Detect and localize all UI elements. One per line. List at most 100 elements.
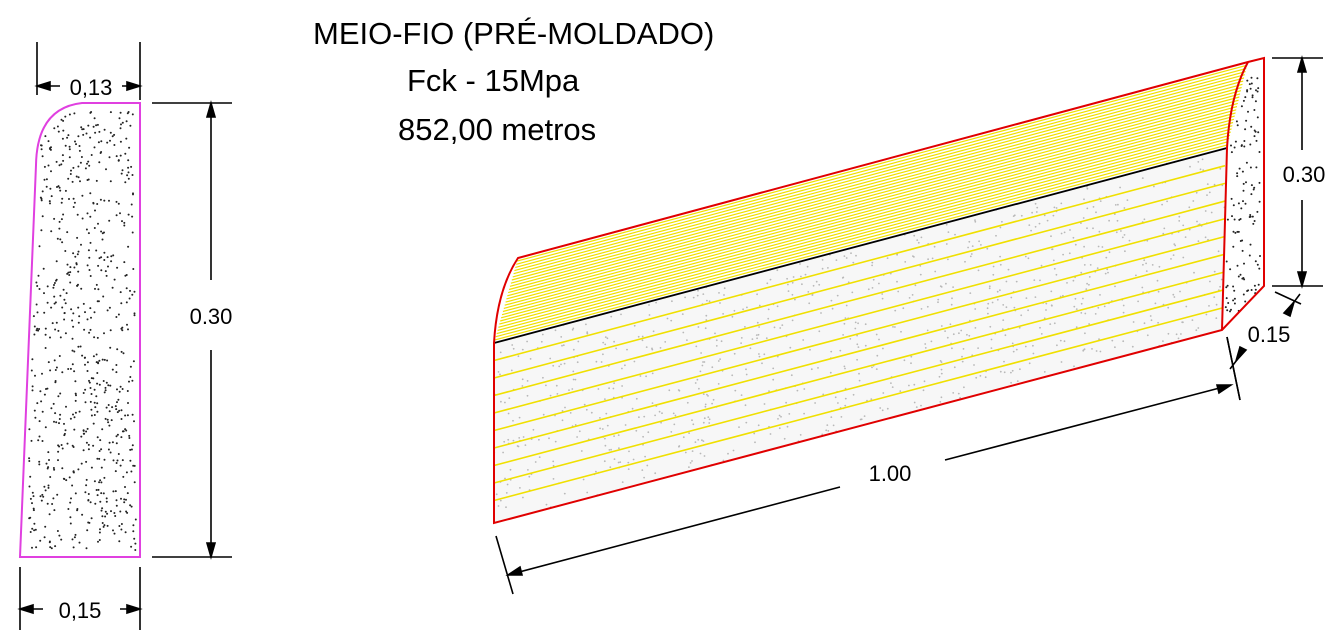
concrete-dot bbox=[120, 327, 123, 330]
concrete-dot bbox=[57, 329, 60, 332]
surface-dot bbox=[633, 324, 636, 327]
concrete-dot bbox=[60, 444, 63, 446]
surface-dot bbox=[701, 439, 703, 442]
concrete-dot bbox=[85, 484, 88, 487]
surface-dot bbox=[844, 404, 847, 407]
concrete-dot bbox=[115, 371, 118, 374]
concrete-dot bbox=[129, 124, 132, 127]
concrete-dot bbox=[104, 389, 107, 392]
surface-dot bbox=[651, 348, 654, 351]
surface-dot bbox=[924, 347, 927, 349]
surface-dot bbox=[733, 309, 736, 312]
concrete-dot bbox=[115, 214, 118, 217]
surface-dot bbox=[1114, 285, 1116, 288]
surface-dot bbox=[548, 437, 550, 440]
concrete-dot bbox=[38, 463, 41, 466]
surface-dot bbox=[689, 462, 692, 464]
surface-dot bbox=[964, 260, 966, 263]
surface-dot bbox=[561, 410, 564, 412]
surface-dot bbox=[945, 282, 947, 285]
surface-dot bbox=[631, 407, 634, 410]
surface-dot bbox=[706, 299, 708, 302]
surface-dot bbox=[937, 298, 940, 301]
concrete-dot bbox=[61, 137, 64, 140]
surface-dot bbox=[731, 315, 734, 318]
concrete-dot bbox=[131, 444, 134, 447]
concrete-dot bbox=[69, 266, 72, 269]
concrete-dot bbox=[1227, 302, 1230, 304]
concrete-dot bbox=[102, 380, 105, 382]
concrete-dot bbox=[59, 189, 62, 192]
concrete-dot bbox=[61, 371, 64, 374]
concrete-dot bbox=[123, 261, 126, 264]
concrete-dot bbox=[111, 441, 114, 444]
surface-dot bbox=[719, 358, 721, 360]
surface-dot bbox=[940, 396, 943, 399]
concrete-dot bbox=[90, 408, 93, 411]
surface-dot bbox=[830, 350, 833, 353]
concrete-dot bbox=[133, 481, 136, 484]
concrete-dot bbox=[1232, 245, 1235, 248]
surface-dot bbox=[922, 389, 925, 392]
surface-dot bbox=[949, 323, 952, 326]
surface-dot bbox=[1082, 297, 1084, 300]
concrete-dot bbox=[49, 476, 52, 478]
concrete-dot bbox=[1258, 267, 1261, 270]
concrete-dot bbox=[106, 256, 109, 259]
surface-dot bbox=[641, 339, 644, 342]
concrete-dot bbox=[47, 164, 50, 167]
concrete-dot bbox=[87, 232, 90, 235]
concrete-dot bbox=[1251, 94, 1254, 97]
surface-dot bbox=[1075, 308, 1078, 310]
surface-dot bbox=[1083, 348, 1086, 351]
surface-dot bbox=[974, 327, 977, 329]
section-outline bbox=[18, 102, 141, 558]
concrete-dot bbox=[93, 336, 96, 339]
surface-dot bbox=[574, 378, 577, 381]
surface-dot bbox=[731, 374, 734, 377]
surface-dot bbox=[1011, 342, 1014, 345]
concrete-dot bbox=[75, 175, 78, 178]
concrete-dot bbox=[74, 140, 76, 143]
surface-dot bbox=[563, 492, 566, 495]
concrete-dot bbox=[81, 354, 84, 357]
concrete-dot bbox=[90, 377, 93, 380]
concrete-dot bbox=[122, 475, 125, 478]
surface-dot bbox=[761, 362, 763, 365]
surface-dot bbox=[871, 264, 873, 267]
concrete-dot bbox=[48, 147, 51, 150]
surface-dot bbox=[827, 267, 829, 269]
surface-dot bbox=[621, 385, 623, 387]
concrete-dot bbox=[1243, 145, 1246, 148]
surface-dot bbox=[786, 425, 789, 428]
surface-dot bbox=[758, 326, 760, 328]
concrete-dot bbox=[1249, 166, 1252, 169]
concrete-dot bbox=[124, 486, 126, 488]
surface-dot bbox=[1154, 302, 1157, 305]
surface-dot bbox=[754, 441, 756, 444]
surface-dot bbox=[857, 346, 860, 348]
surface-dot bbox=[1033, 279, 1036, 281]
concrete-dot bbox=[39, 539, 42, 542]
concrete-dot bbox=[110, 255, 113, 258]
concrete-dot bbox=[58, 445, 61, 448]
surface-dot bbox=[831, 307, 834, 310]
surface-dot bbox=[978, 240, 980, 243]
drawing-title: MEIO-FIO (PRÉ-MOLDADO) bbox=[313, 16, 715, 51]
concrete-dot bbox=[63, 478, 66, 480]
concrete-dot bbox=[49, 187, 52, 190]
fck-label: Fck - 15Mpa bbox=[407, 63, 580, 98]
concrete-dot bbox=[49, 336, 51, 339]
surface-dot bbox=[1012, 215, 1015, 218]
concrete-dot bbox=[68, 156, 71, 159]
surface-dot bbox=[1123, 234, 1126, 236]
surface-dot bbox=[1063, 231, 1066, 234]
concrete-dot bbox=[129, 365, 132, 368]
concrete-dot bbox=[1243, 278, 1246, 281]
surface-dot bbox=[886, 407, 889, 410]
concrete-dot bbox=[131, 293, 134, 296]
concrete-dot bbox=[72, 312, 75, 315]
concrete-dot bbox=[36, 285, 39, 287]
surface-dot bbox=[541, 333, 544, 336]
surface-dot bbox=[1174, 244, 1177, 247]
